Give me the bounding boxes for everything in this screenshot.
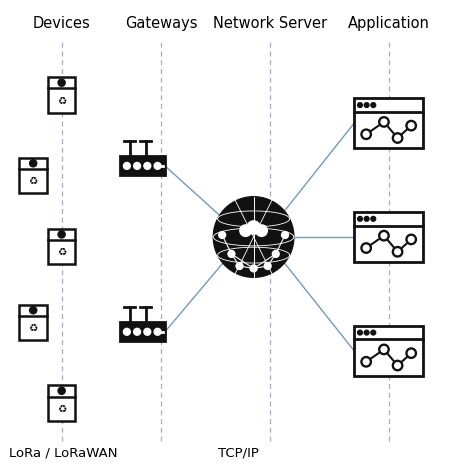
Text: ♻: ♻ — [28, 176, 38, 186]
Bar — [354, 212, 423, 262]
Circle shape — [408, 123, 414, 128]
Bar — [48, 229, 75, 264]
Circle shape — [406, 234, 416, 245]
Circle shape — [134, 328, 140, 335]
Text: Network Server: Network Server — [213, 16, 327, 31]
Circle shape — [395, 249, 401, 255]
Text: Devices: Devices — [33, 16, 91, 31]
Bar — [48, 77, 75, 113]
Circle shape — [144, 163, 151, 169]
Circle shape — [123, 163, 130, 169]
Circle shape — [240, 225, 251, 237]
Circle shape — [364, 330, 369, 335]
Circle shape — [408, 237, 414, 242]
Circle shape — [361, 243, 371, 253]
Circle shape — [364, 217, 369, 221]
Circle shape — [282, 232, 289, 238]
Bar — [19, 305, 47, 340]
Circle shape — [29, 307, 37, 314]
Circle shape — [256, 225, 267, 237]
Text: ♻: ♻ — [57, 95, 66, 105]
Circle shape — [379, 117, 389, 127]
Text: LoRa / LoRaWAN: LoRa / LoRaWAN — [9, 447, 118, 460]
Circle shape — [364, 103, 369, 108]
Circle shape — [361, 129, 371, 139]
Circle shape — [154, 163, 161, 169]
Circle shape — [363, 131, 369, 137]
Circle shape — [29, 160, 37, 167]
Circle shape — [357, 103, 362, 108]
Circle shape — [406, 120, 416, 131]
Circle shape — [58, 387, 65, 394]
Circle shape — [392, 133, 403, 143]
Circle shape — [363, 245, 369, 251]
Text: TCP/IP: TCP/IP — [218, 447, 259, 460]
Circle shape — [379, 344, 389, 355]
Circle shape — [58, 231, 65, 238]
Circle shape — [357, 217, 362, 221]
Text: ♻: ♻ — [57, 247, 66, 257]
Bar — [240, 229, 267, 234]
Bar — [354, 99, 423, 148]
Circle shape — [379, 230, 389, 241]
Circle shape — [371, 217, 375, 221]
Circle shape — [363, 359, 369, 365]
Circle shape — [250, 265, 257, 272]
Circle shape — [361, 356, 371, 367]
Bar — [354, 326, 423, 375]
Circle shape — [247, 221, 260, 234]
Circle shape — [264, 263, 271, 269]
Circle shape — [228, 250, 235, 257]
Circle shape — [395, 363, 401, 368]
Bar — [119, 322, 165, 341]
Text: Gateways: Gateways — [125, 16, 197, 31]
Circle shape — [58, 79, 65, 86]
Text: ♻: ♻ — [57, 403, 66, 413]
Circle shape — [381, 346, 387, 352]
Bar — [19, 158, 47, 193]
Circle shape — [219, 232, 226, 238]
Circle shape — [406, 348, 416, 358]
Circle shape — [392, 360, 403, 371]
Circle shape — [213, 197, 294, 277]
Circle shape — [371, 330, 375, 335]
Circle shape — [408, 350, 414, 356]
Circle shape — [381, 233, 387, 238]
Circle shape — [236, 263, 243, 269]
Circle shape — [357, 330, 362, 335]
Circle shape — [144, 328, 151, 335]
Circle shape — [273, 250, 279, 257]
Circle shape — [134, 163, 140, 169]
Text: ♻: ♻ — [28, 323, 38, 333]
Bar — [48, 385, 75, 421]
Circle shape — [381, 119, 387, 125]
Bar — [119, 156, 165, 175]
Circle shape — [123, 328, 130, 335]
Circle shape — [392, 246, 403, 257]
Circle shape — [154, 328, 161, 335]
Circle shape — [371, 103, 375, 108]
Circle shape — [395, 135, 401, 141]
Text: Application: Application — [348, 16, 429, 31]
